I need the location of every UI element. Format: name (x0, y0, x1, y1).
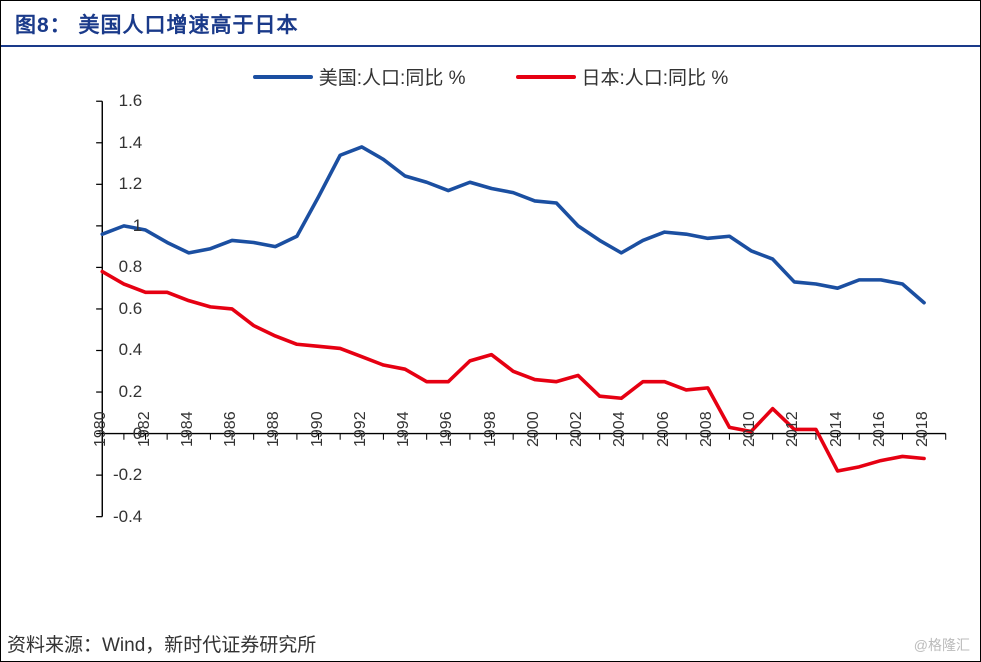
figure-title: 图8： 美国人口增速高于日本 (15, 14, 299, 37)
legend-label-jp: 日本:人口:同比 % (582, 63, 729, 90)
source-text: 资料来源：Wind，新时代证券研究所 (7, 630, 316, 657)
chart-svg (41, 91, 960, 531)
watermark: @格隆汇 (914, 635, 970, 655)
chart-area: -0.4-0.200.20.40.60.811.21.41.6 19801982… (41, 91, 960, 531)
legend-item-us: 美国:人口:同比 % (253, 63, 466, 90)
figure-container: 图8： 美国人口增速高于日本 美国:人口:同比 % 日本:人口:同比 % -0.… (0, 0, 981, 662)
legend-label-us: 美国:人口:同比 % (319, 63, 466, 90)
legend-item-jp: 日本:人口:同比 % (516, 63, 729, 90)
legend: 美国:人口:同比 % 日本:人口:同比 % (1, 47, 980, 96)
legend-swatch-us (253, 75, 313, 79)
title-row: 图8： 美国人口增速高于日本 (1, 1, 980, 47)
legend-swatch-jp (516, 75, 576, 79)
